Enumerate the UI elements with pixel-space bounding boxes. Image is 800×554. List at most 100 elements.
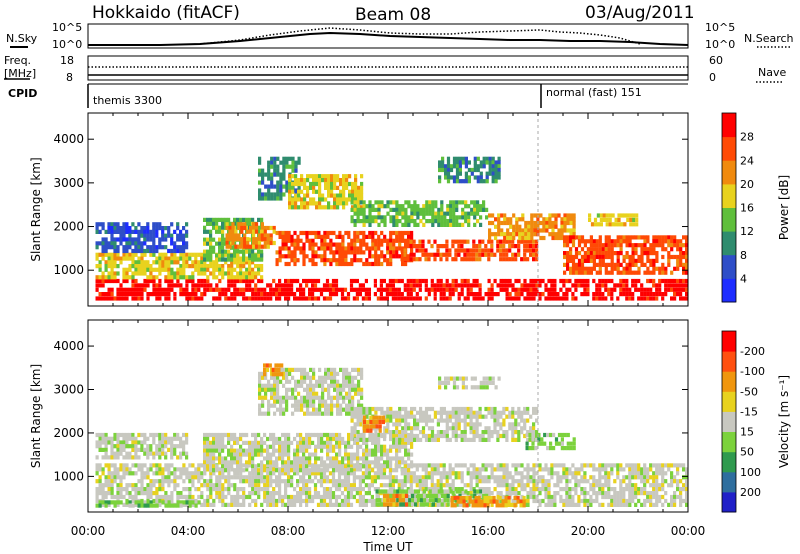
colorbar-tick-label: 8: [740, 249, 747, 262]
velocity-heatmap-panel: 1000 2000 3000 4000 Slant Range [km] 200 100 50…: [29, 319, 791, 513]
colorbar-segment: [722, 113, 736, 138]
colorbar-frame: [721, 330, 737, 513]
power-echo-band: [225, 222, 276, 249]
colorbar-segment: [722, 331, 736, 352]
colorbar-segment: [722, 351, 736, 372]
colorbar-tick-label: -15: [740, 405, 758, 418]
colorbar-tick-label: -200: [740, 345, 765, 358]
nave-label: Nave: [758, 66, 786, 79]
colorbar-label: Power [dB]: [777, 175, 791, 240]
colorbar-segment: [722, 371, 736, 392]
nsearch-tick-top: 10^5: [705, 21, 735, 34]
nsearch-tick-bottom: 10^0: [705, 38, 735, 51]
colorbar-tick-label: 24: [740, 154, 754, 167]
x-tick-label: 12:00: [371, 524, 406, 538]
velocity-echo-band: [258, 367, 364, 416]
colorbar-tick-label: 28: [740, 131, 754, 144]
power-echo-band: [400, 239, 539, 262]
freq-label: Freq.: [4, 54, 31, 67]
colorbar-segment: [722, 254, 736, 279]
velocity-echo-band: [95, 500, 201, 508]
velocity-echo-band: [350, 406, 539, 442]
colorbar-tick-label: 4: [740, 272, 747, 285]
x-tick-label: 16:00: [471, 524, 506, 538]
cpid-mode-1: themis 3300: [93, 94, 162, 107]
station-title: Hokkaido (fitACF): [92, 3, 240, 23]
colorbar-tick-label: 15: [740, 426, 754, 439]
colorbar-tick-label: 20: [740, 178, 754, 191]
velocity-echo-band: [95, 463, 689, 507]
power-echo-band: [438, 156, 501, 184]
y-tick-label: 2000: [53, 426, 84, 440]
nsky-tick-bottom: 10^0: [52, 38, 82, 51]
colorbar-tick-label: 100: [740, 466, 761, 479]
nsky-label: N.Sky: [6, 32, 38, 45]
x-tick-label: 00:00: [71, 524, 106, 538]
velocity-echo-band: [363, 415, 389, 433]
freq-panel-frame: [87, 55, 689, 81]
colorbar-segment: [722, 451, 736, 473]
y-tick-label: 4000: [53, 132, 84, 146]
colorbar-segment: [722, 183, 736, 208]
y-tick-label: 4000: [53, 339, 84, 353]
y-tick-label: 1000: [53, 263, 84, 277]
cpid-mode-2: normal (fast) 151: [546, 86, 642, 99]
nave-tick-top: 60: [709, 54, 723, 67]
colorbar-tick-label: -50: [740, 385, 758, 398]
nsky-panel-frame: [87, 23, 689, 49]
power-heatmap-panel: 1000 2000 3000 4000 Slant Range [km] 4 8 12 16 20…: [29, 112, 791, 307]
freq-tick-top: 18: [60, 54, 74, 67]
velocity-echo-band: [450, 495, 526, 508]
colorbar-label: Velocity [m s⁻¹]: [777, 375, 791, 468]
velocity-echo-band: [438, 376, 501, 390]
time-axis: 00:00 04:00 08:00 12:00 16:00 20:00 00:00 Time …: [71, 524, 706, 554]
colorbar-segment: [722, 231, 736, 256]
y-axis-label: Slant Range [km]: [29, 364, 43, 468]
colorbar-tick-label: 16: [740, 202, 754, 215]
y-tick-label: 3000: [53, 383, 84, 397]
y-tick-label: 2000: [53, 220, 84, 234]
freq-tick-bottom: 8: [66, 71, 73, 84]
x-tick-label: 00:00: [671, 524, 706, 538]
power-echo-band: [288, 174, 364, 210]
colorbar-segment: [722, 471, 736, 493]
colorbar-segment: [722, 391, 736, 412]
velocity-echo-band: [525, 432, 576, 451]
velocity-echo-band: [263, 363, 284, 377]
colorbar-segment: [722, 160, 736, 185]
velocity-echo-band: [383, 493, 409, 507]
beam-title: Beam 08: [355, 5, 431, 25]
power-echo-band: [563, 235, 689, 275]
nsearch-label: N.Search: [744, 32, 794, 45]
power-echo-band: [488, 213, 576, 241]
power-echo-band: [588, 213, 639, 227]
nsky-curve: [88, 31, 689, 46]
colorbar-segment: [722, 278, 736, 303]
cpid-label: CPID: [8, 87, 37, 100]
colorbar-segment: [722, 411, 736, 432]
freq-unit-label: [MHz]: [4, 67, 36, 80]
x-tick-label: 04:00: [171, 524, 206, 538]
y-tick-label: 3000: [53, 176, 84, 190]
power-echo-band: [95, 278, 689, 301]
colorbar-segment: [722, 491, 736, 513]
x-tick-label: 08:00: [271, 524, 306, 538]
velocity-echo-band: [95, 432, 189, 460]
colorbar-segment: [722, 207, 736, 232]
nave-tick-bottom: 0: [709, 71, 716, 84]
colorbar-tick-label: 12: [740, 225, 754, 238]
colorbar-tick-label: 50: [740, 446, 754, 459]
velocity-echo-band: [203, 432, 414, 473]
x-tick-label: 20:00: [571, 524, 606, 538]
power-echo-band: [350, 200, 489, 227]
date-title: 03/Aug/2011: [585, 3, 695, 23]
power-echo-band: [95, 222, 189, 254]
y-axis-label: Slant Range [km]: [29, 157, 43, 261]
nsky-tick-top: 10^5: [52, 21, 82, 34]
y-tick-label: 1000: [53, 469, 84, 483]
colorbar-frame: [721, 112, 737, 303]
colorbar-tick-label: 200: [740, 486, 761, 499]
colorbar-tick-label: -100: [740, 365, 765, 378]
power-echo-band: [275, 230, 414, 267]
